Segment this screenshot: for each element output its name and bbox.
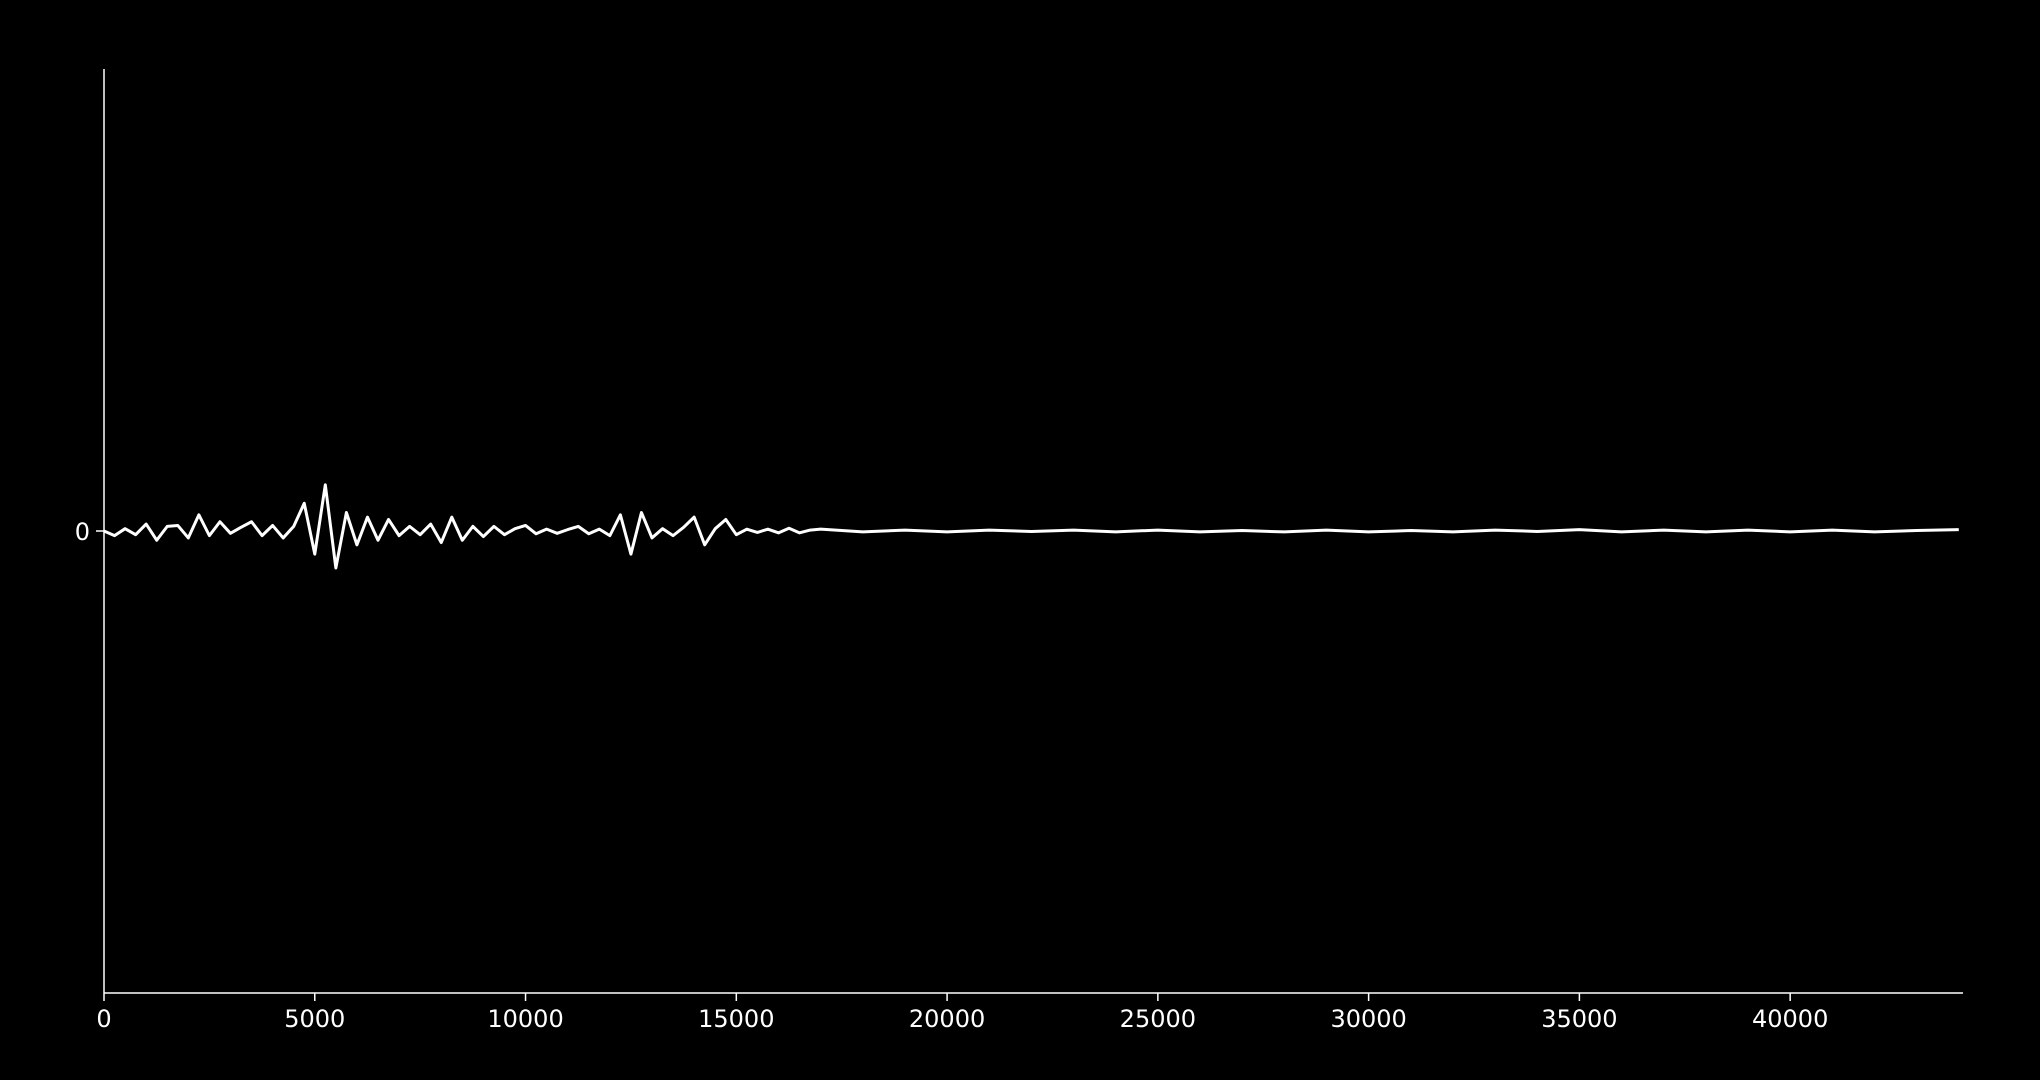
x-tick-label: 40000 xyxy=(1752,1005,1828,1033)
x-tick-label: 30000 xyxy=(1330,1005,1406,1033)
x-tick-label: 35000 xyxy=(1541,1005,1617,1033)
x-tick-label: 20000 xyxy=(909,1005,985,1033)
x-tick-label: 0 xyxy=(96,1005,111,1033)
x-tick-label: 5000 xyxy=(284,1005,345,1033)
waveform xyxy=(103,483,1959,570)
y-tick-label: 0 xyxy=(75,518,90,546)
x-tick-label: 15000 xyxy=(698,1005,774,1033)
x-tick-label: 25000 xyxy=(1120,1005,1196,1033)
x-tick-label: 10000 xyxy=(487,1005,563,1033)
